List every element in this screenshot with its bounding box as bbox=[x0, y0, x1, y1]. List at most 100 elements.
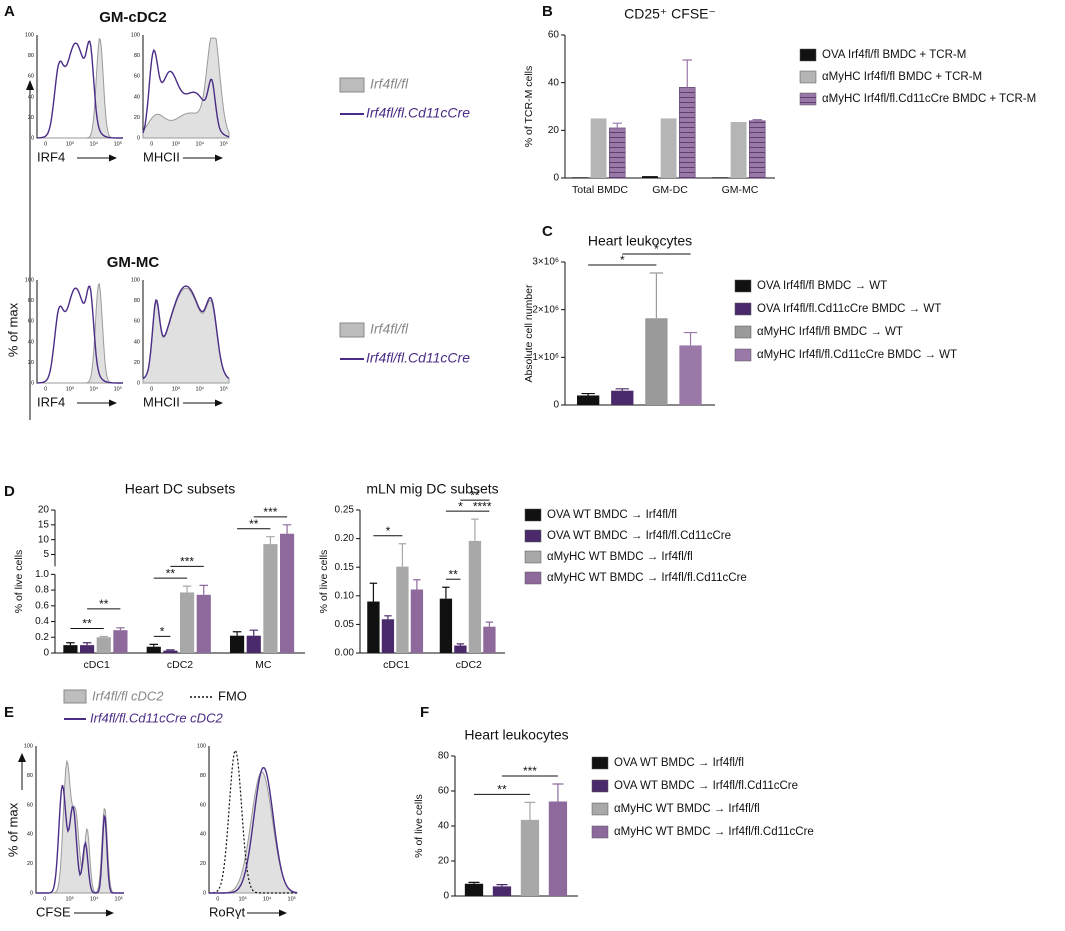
significance-label: * bbox=[458, 499, 463, 513]
x-tick-label: 10⁵ bbox=[114, 385, 122, 392]
significance-label: *** bbox=[180, 555, 194, 569]
bar bbox=[642, 176, 658, 178]
bar bbox=[749, 120, 766, 179]
y-tick-label: 20 bbox=[134, 360, 140, 366]
legend-swatch bbox=[591, 779, 609, 793]
error-bar bbox=[752, 119, 763, 121]
y-axis-label: % of max bbox=[5, 802, 20, 857]
chart-title: Heart leukocytes bbox=[588, 233, 692, 249]
error-bar bbox=[116, 627, 125, 631]
x-tick-label: 10⁴ bbox=[90, 385, 99, 392]
significance-label: ** bbox=[497, 783, 507, 797]
panel-label: C bbox=[542, 223, 553, 240]
y-tick-label: 0.2 bbox=[35, 632, 49, 643]
y-tick-label: 40 bbox=[134, 339, 140, 345]
y-tick-label: 20 bbox=[548, 125, 560, 136]
bar bbox=[196, 594, 211, 653]
x-tick-label: 10⁴ bbox=[196, 140, 205, 147]
bar bbox=[96, 637, 111, 653]
y-tick-label: 5 bbox=[43, 549, 49, 560]
bar bbox=[381, 619, 395, 653]
chart-title: mLN mig DC subsets bbox=[366, 481, 498, 497]
x-tick-label: 10⁵ bbox=[220, 385, 228, 392]
bar bbox=[492, 886, 512, 896]
bar bbox=[410, 589, 424, 653]
bar bbox=[712, 177, 728, 178]
x-tick-label: 10⁵ bbox=[220, 140, 228, 147]
legend-swatch bbox=[799, 70, 817, 84]
legend-label: αMyHC Irf4fl/fl BMDC → WT bbox=[757, 326, 903, 338]
y-tick-label: 0 bbox=[31, 380, 34, 386]
y-tick-label: 40 bbox=[134, 94, 140, 100]
bar bbox=[609, 127, 626, 179]
y-axis-label: % of live cells bbox=[318, 550, 330, 614]
y-tick-label: 60 bbox=[200, 802, 206, 808]
legend-label: OVA WT BMDC → Irf4fl/fl.Cd11cCre bbox=[547, 530, 731, 542]
legend-swatch bbox=[524, 508, 542, 522]
y-tick-label: 0.6 bbox=[35, 600, 49, 611]
y-tick-label: 40 bbox=[28, 339, 34, 345]
histogram-ref bbox=[142, 37, 230, 139]
bar bbox=[730, 121, 747, 178]
significance-label: **** bbox=[473, 499, 492, 513]
panel-label: A bbox=[4, 3, 15, 20]
significance-label: ** bbox=[448, 567, 458, 581]
y-tick-label: 2×10⁶ bbox=[532, 304, 559, 315]
error-bar bbox=[468, 881, 480, 884]
y-tick-label: 100 bbox=[25, 32, 34, 38]
error-bar bbox=[524, 801, 536, 820]
legend-swatch bbox=[591, 825, 609, 839]
error-bar bbox=[496, 884, 508, 887]
y-tick-label: 100 bbox=[197, 743, 206, 749]
y-tick-label: 0.10 bbox=[335, 590, 355, 601]
y-tick-label: 20 bbox=[38, 505, 50, 516]
y-tick-label: 0 bbox=[203, 890, 206, 896]
y-tick-label: 40 bbox=[200, 832, 206, 838]
error-bar bbox=[266, 536, 275, 545]
x-tick-label: 10³ bbox=[66, 386, 74, 392]
legend-label: αMyHC WT BMDC → Irf4fl/fl.Cd11cCre bbox=[614, 826, 814, 838]
significance-label: *** bbox=[523, 764, 537, 778]
bar bbox=[548, 801, 568, 896]
bar bbox=[63, 645, 78, 653]
histogram-cre bbox=[209, 766, 298, 894]
x-tick-label: 10³ bbox=[172, 141, 180, 147]
x-tick-label: 10⁴ bbox=[263, 895, 272, 902]
arrow-head bbox=[106, 909, 114, 917]
x-tick-label: 0 bbox=[216, 896, 219, 902]
legend-label: OVA WT BMDC → Irf4fl/fl.Cd11cCre bbox=[614, 780, 798, 792]
legend-label: OVA WT BMDC → Irf4fl/fl bbox=[547, 509, 677, 521]
bar bbox=[468, 540, 482, 653]
bar bbox=[464, 883, 484, 896]
panel-label: B bbox=[542, 3, 553, 20]
panel-label: D bbox=[4, 483, 15, 500]
y-tick-label: 0.25 bbox=[335, 505, 355, 516]
y-tick-label: 60 bbox=[548, 30, 560, 41]
bar bbox=[263, 544, 278, 653]
significance-label: ** bbox=[82, 617, 92, 631]
y-tick-label: 100 bbox=[131, 32, 140, 38]
error-bar bbox=[456, 643, 465, 646]
bar bbox=[645, 318, 668, 405]
arrow-head bbox=[26, 80, 34, 90]
x-tick-label: 10⁴ bbox=[90, 895, 99, 902]
legend-label: OVA Irf4fl/fl.Cd11cCre BMDC → WT bbox=[757, 303, 941, 315]
legend-label: OVA Irf4fl/fl BMDC → WT bbox=[757, 280, 887, 292]
histogram-ref bbox=[37, 37, 123, 139]
legend-label: αMyHC WT BMDC → Irf4fl/fl bbox=[547, 551, 693, 563]
legend-label: αMyHC Irf4fl/fl.Cd11cCre BMDC → WT bbox=[757, 349, 957, 361]
x-tick-label: 0 bbox=[44, 386, 47, 392]
y-tick-label: 20 bbox=[28, 360, 34, 366]
y-tick-label: 80 bbox=[28, 53, 34, 59]
y-tick-label: 100 bbox=[131, 277, 140, 283]
x-tick-label: 10³ bbox=[65, 896, 73, 902]
legend-label: αMyHC Irf4fl/fl.Cd11cCre BMDC + TCR-M bbox=[822, 93, 1036, 105]
x-axis-label: CFSE bbox=[36, 904, 71, 919]
arrow-head bbox=[215, 154, 223, 162]
bar bbox=[454, 645, 467, 653]
legend-label: OVA WT BMDC → Irf4fl/fl bbox=[614, 757, 744, 769]
significance-label: ** bbox=[249, 517, 259, 531]
bar bbox=[230, 635, 245, 653]
x-tick-label: 10³ bbox=[238, 896, 246, 902]
